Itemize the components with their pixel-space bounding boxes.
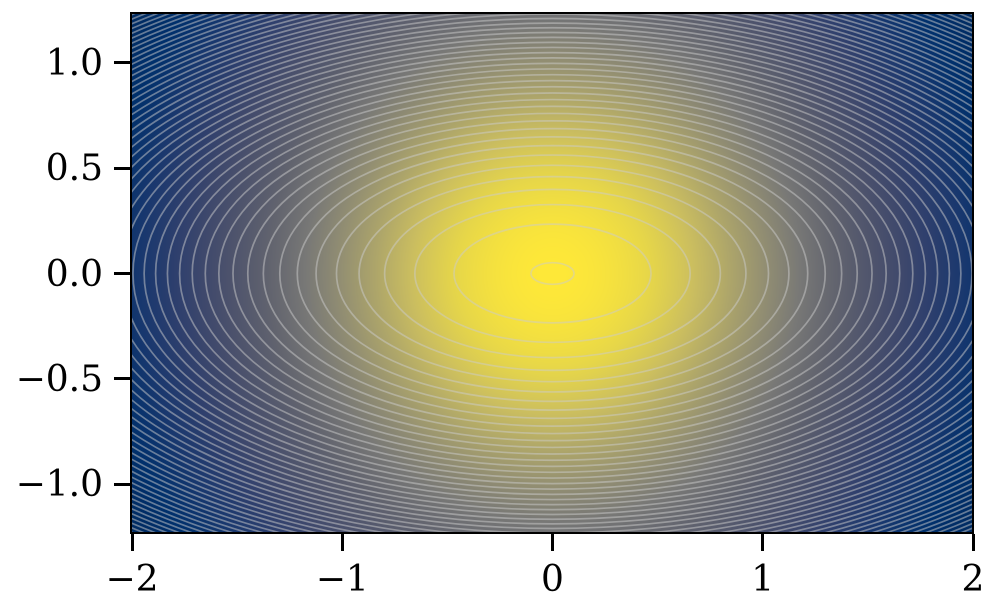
x-tick-label: 1 [751, 559, 775, 600]
x-tick-label: −1 [315, 559, 369, 600]
x-tick-mark [971, 534, 975, 551]
x-tick-mark [761, 534, 765, 551]
x-tick-mark [340, 534, 344, 551]
y-tick-mark [114, 377, 131, 381]
y-tick-label: 1.0 [45, 42, 103, 84]
x-tick-mark [130, 534, 134, 551]
x-tick-label: 0 [541, 559, 564, 600]
x-tick-label: −2 [105, 559, 159, 600]
y-tick-label: 0.5 [45, 148, 103, 190]
y-tick-mark [114, 166, 131, 170]
contour-plot-canvas [132, 14, 973, 533]
y-tick-mark [114, 482, 131, 486]
y-tick-mark [114, 61, 131, 65]
x-tick-mark [551, 534, 554, 551]
y-tick-label: −1.0 [15, 464, 103, 506]
x-tick-label: 2 [961, 559, 985, 600]
y-tick-mark [114, 272, 131, 275]
y-tick-label: −0.5 [15, 358, 103, 400]
y-tick-label: 0.0 [45, 253, 103, 295]
